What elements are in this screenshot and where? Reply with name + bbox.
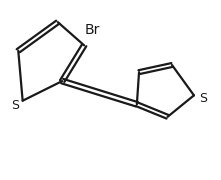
Text: Br: Br [84, 23, 99, 37]
Text: S: S [199, 92, 207, 105]
Text: S: S [11, 99, 19, 112]
